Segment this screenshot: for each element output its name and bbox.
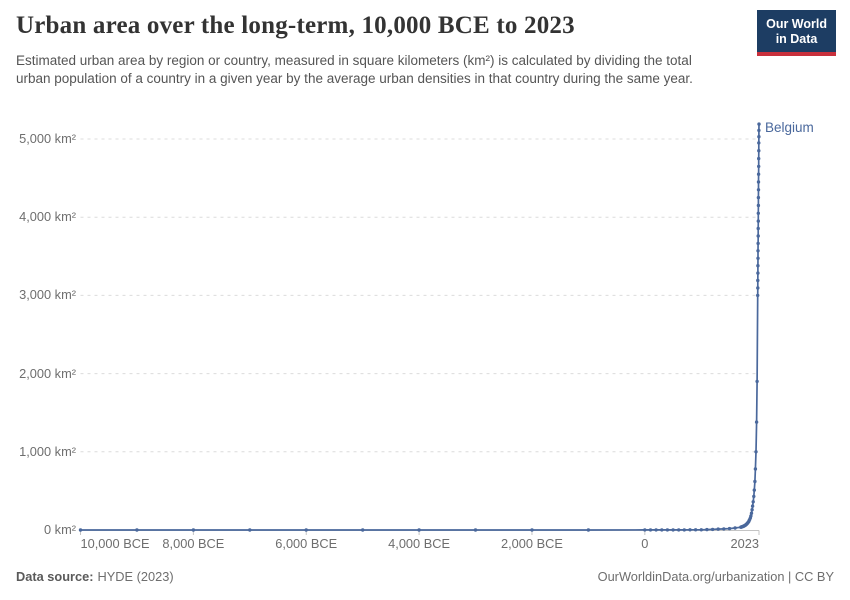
data-point bbox=[586, 528, 591, 532]
x-axis-tick-label: 10,000 BCE bbox=[80, 536, 150, 551]
data-point bbox=[756, 234, 760, 238]
data-point bbox=[756, 180, 761, 184]
data-point bbox=[135, 528, 139, 532]
data-point bbox=[754, 450, 758, 454]
chart-title: Urban area over the long-term, 10,000 BC… bbox=[16, 12, 575, 39]
data-point bbox=[660, 528, 664, 532]
data-point bbox=[757, 135, 761, 139]
x-axis-tick-label: 6,000 BCE bbox=[275, 536, 338, 551]
data-point bbox=[191, 528, 196, 532]
y-axis-tick-label: 5,000 km² bbox=[19, 131, 76, 146]
data-point bbox=[756, 286, 760, 290]
data-point bbox=[756, 241, 760, 246]
data-point bbox=[756, 195, 761, 200]
data-point bbox=[749, 511, 754, 515]
chart-subtitle: Estimated urban area by region or countr… bbox=[16, 53, 693, 86]
data-point bbox=[248, 528, 252, 532]
data-source-label: Data source: bbox=[16, 569, 94, 584]
data-point bbox=[671, 528, 675, 532]
data-point bbox=[750, 508, 754, 512]
y-axis-tick-label: 3,000 km² bbox=[19, 287, 76, 303]
data-point bbox=[756, 249, 760, 253]
data-point bbox=[753, 467, 758, 471]
data-point bbox=[682, 528, 686, 532]
data-point bbox=[78, 528, 83, 532]
data-point bbox=[757, 164, 761, 169]
data-point bbox=[751, 500, 755, 504]
data-point bbox=[757, 122, 761, 126]
data-point bbox=[688, 528, 692, 532]
data-source: Data source: HYDE (2023) bbox=[16, 569, 174, 584]
series-label-belgium[interactable]: Belgium bbox=[765, 120, 814, 136]
data-point bbox=[473, 528, 478, 532]
attribution: OurWorldinData.org/urbanization | CC BY bbox=[597, 569, 834, 584]
owid-logo-line1: Our World bbox=[766, 17, 827, 31]
data-point bbox=[710, 527, 715, 532]
y-axis-tick-label: 1,000 km² bbox=[19, 443, 76, 459]
owid-logo: Our World in Data bbox=[757, 10, 836, 56]
data-point bbox=[756, 219, 760, 223]
x-axis-tick-label: 2,000 BCE bbox=[501, 536, 563, 551]
data-point bbox=[757, 128, 761, 133]
data-point bbox=[750, 504, 755, 508]
data-point bbox=[304, 528, 308, 532]
data-point bbox=[727, 526, 732, 531]
data-point bbox=[643, 528, 647, 532]
data-point bbox=[716, 527, 720, 531]
data-point bbox=[749, 514, 753, 518]
y-axis-tick-label: 4,000 km² bbox=[19, 209, 76, 225]
data-source-value: HYDE (2023) bbox=[97, 569, 174, 584]
data-point bbox=[733, 526, 737, 530]
belgium-line bbox=[79, 123, 760, 531]
data-point bbox=[699, 528, 703, 532]
data-point bbox=[677, 528, 681, 532]
data-point bbox=[754, 420, 759, 424]
x-axis-tick-label: 8,000 BCE bbox=[162, 536, 225, 551]
data-point bbox=[756, 203, 761, 208]
data-point bbox=[530, 528, 534, 532]
data-point bbox=[648, 528, 653, 532]
data-point bbox=[757, 149, 761, 153]
x-axis-tick-label: 2023 bbox=[730, 536, 759, 551]
x-axis-tick-label: 0 bbox=[641, 536, 649, 551]
x-axis-tick-label: 4,000 BCE bbox=[388, 536, 451, 551]
data-point bbox=[755, 379, 759, 384]
data-point bbox=[417, 528, 421, 532]
y-axis-tick-label: 2,000 km² bbox=[19, 365, 76, 381]
data-point bbox=[752, 488, 756, 492]
data-point bbox=[757, 141, 761, 145]
data-point bbox=[753, 479, 757, 484]
data-point bbox=[756, 188, 761, 192]
data-point bbox=[693, 528, 698, 532]
data-point bbox=[756, 172, 761, 176]
data-point bbox=[756, 293, 760, 298]
data-point bbox=[756, 256, 760, 260]
data-point bbox=[757, 156, 761, 161]
data-point bbox=[665, 528, 670, 532]
data-point bbox=[654, 528, 658, 532]
data-point bbox=[756, 278, 760, 283]
data-point bbox=[722, 527, 726, 531]
data-point bbox=[752, 494, 756, 499]
data-point bbox=[756, 211, 760, 215]
data-point bbox=[756, 264, 760, 268]
data-point bbox=[756, 271, 760, 275]
owid-logo-line2: in Data bbox=[775, 32, 818, 46]
data-point bbox=[361, 528, 365, 532]
y-axis-tick-label: 0 km² bbox=[44, 522, 76, 537]
data-point bbox=[756, 226, 760, 231]
data-point bbox=[705, 527, 709, 532]
